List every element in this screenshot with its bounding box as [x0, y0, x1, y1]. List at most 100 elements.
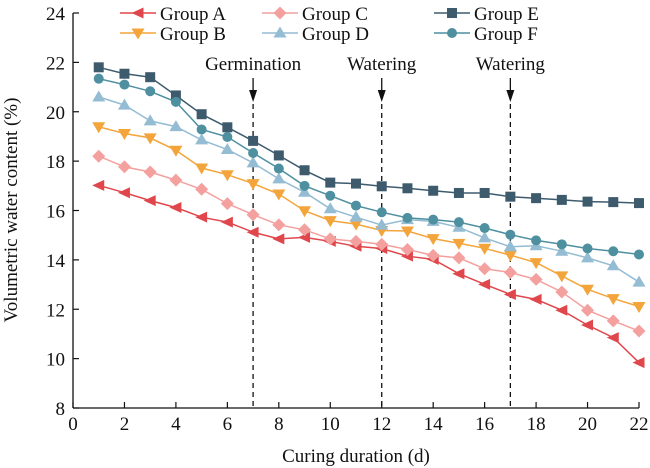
y-tick-label: 24: [46, 4, 66, 25]
data-point-group-b: [195, 163, 209, 175]
data-point-group-f: [556, 239, 567, 250]
data-point-group-a: [503, 288, 516, 300]
data-point-group-d: [375, 218, 389, 230]
x-axis-title: Curing duration (d): [282, 446, 430, 467]
data-point-group-e: [479, 187, 490, 198]
annotation-germination: Germination: [205, 54, 302, 408]
data-point-group-c: [169, 173, 183, 187]
data-point-group-e: [119, 68, 130, 79]
data-point-group-d: [220, 143, 234, 155]
data-point-group-f: [428, 214, 439, 225]
legend-marker-icon: [273, 6, 287, 20]
data-point-group-f: [582, 243, 593, 254]
data-point-group-c: [452, 251, 466, 265]
data-point-group-e: [299, 165, 310, 176]
data-point-group-b: [323, 216, 337, 228]
data-point-group-e: [608, 197, 619, 208]
legend-marker-icon: [131, 7, 144, 19]
data-point-group-f: [376, 207, 387, 218]
data-point-group-f: [453, 217, 464, 228]
data-point-group-d: [272, 172, 286, 184]
data-point-group-d: [298, 185, 312, 197]
x-tick-label: 0: [68, 414, 78, 435]
data-point-group-c: [246, 208, 260, 222]
data-point-group-b: [400, 226, 414, 238]
legend-marker-icon: [131, 28, 145, 40]
y-tick-label: 8: [56, 399, 66, 420]
data-point-group-f: [248, 147, 259, 158]
x-tick-label: 20: [578, 414, 597, 435]
data-point-group-e: [582, 196, 593, 207]
data-point-group-e: [428, 185, 439, 196]
data-point-group-e: [402, 183, 413, 194]
data-point-group-b: [169, 145, 183, 157]
data-point-group-b: [581, 284, 595, 296]
data-point-group-f: [196, 124, 207, 135]
data-point-group-d: [92, 90, 106, 102]
series-group-d: [92, 90, 646, 287]
data-point-group-a: [246, 226, 259, 238]
arrow-down-icon: [377, 90, 386, 102]
legend-label: Group C: [302, 4, 368, 25]
data-point-group-b: [452, 238, 466, 250]
annotation-layer: Germination Watering Watering: [205, 54, 545, 408]
data-point-group-d: [503, 240, 517, 252]
legend-label: Group D: [302, 24, 369, 45]
data-point-group-e: [145, 72, 156, 83]
legend-item-group-f: Group F: [434, 24, 538, 45]
series-group-f: [93, 73, 644, 260]
data-point-group-b: [349, 219, 363, 231]
data-point-group-e: [556, 194, 567, 205]
data-point-group-d: [117, 98, 131, 110]
data-point-group-c: [272, 218, 286, 232]
data-point-group-a: [143, 195, 156, 207]
series-group-b: [92, 122, 646, 314]
data-point-group-d: [143, 114, 157, 126]
x-tick-label: 18: [527, 414, 546, 435]
arrow-down-icon: [249, 90, 258, 102]
x-tick-label: 2: [120, 414, 130, 435]
data-point-group-f: [145, 86, 156, 97]
data-point-group-f: [531, 235, 542, 246]
data-point-group-e: [248, 135, 259, 146]
x-tick-label: 8: [274, 414, 284, 435]
data-point-group-f: [479, 223, 490, 234]
data-point-group-a: [632, 357, 645, 369]
data-point-group-f: [273, 163, 284, 174]
y-tick-label: 10: [46, 350, 65, 371]
data-point-group-d: [195, 133, 209, 145]
data-point-group-a: [272, 233, 285, 245]
data-point-group-e: [273, 150, 284, 161]
series-layer: [92, 62, 646, 369]
data-point-group-c: [143, 165, 157, 179]
legend-item-group-d: Group D: [262, 24, 369, 45]
data-point-group-a: [169, 202, 182, 214]
data-point-group-f: [351, 200, 361, 211]
data-point-group-c: [632, 324, 646, 338]
data-point-group-c: [478, 262, 492, 276]
data-point-group-d: [478, 231, 492, 243]
y-tick-label: 18: [46, 152, 65, 173]
legend-marker-icon: [447, 8, 457, 18]
annotation-watering: Watering: [347, 54, 417, 408]
legend-label: Group B: [160, 24, 226, 45]
data-point-group-c: [195, 182, 209, 196]
data-point-group-e: [93, 62, 104, 73]
data-point-group-b: [478, 243, 492, 255]
data-point-group-c: [349, 234, 363, 248]
x-tick-label: 22: [630, 414, 649, 435]
data-point-group-a: [606, 332, 619, 344]
data-point-group-a: [195, 211, 208, 223]
data-point-group-c: [555, 285, 569, 299]
data-point-group-b: [143, 133, 157, 145]
series-group-c: [92, 149, 646, 338]
data-point-group-d: [606, 259, 620, 271]
data-point-group-b: [606, 294, 620, 306]
legend-label: Group E: [474, 4, 539, 25]
annotation-watering: Watering: [476, 54, 545, 408]
y-tick-label: 20: [46, 103, 65, 124]
data-point-group-f: [402, 212, 413, 223]
